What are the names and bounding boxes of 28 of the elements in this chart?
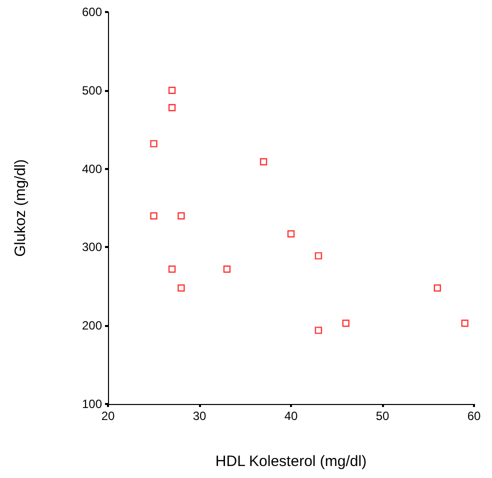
point [461, 320, 468, 327]
y-tick-label: 100 [82, 397, 102, 411]
point [178, 284, 185, 292]
x-tick-label: 20 [101, 409, 115, 423]
y-tick-label: 200 [82, 318, 102, 333]
x-tick-label: 40 [284, 409, 298, 423]
point [314, 252, 322, 260]
point [314, 326, 322, 334]
point [150, 212, 158, 220]
y-axis-title: Glukoz (mg/dl) [12, 159, 29, 257]
point [168, 266, 176, 273]
point [150, 140, 158, 148]
point [168, 86, 176, 94]
y-tick-label: 500 [82, 83, 102, 98]
point [223, 266, 231, 273]
y-tick-label: 300 [82, 240, 102, 254]
point [342, 320, 350, 327]
point [168, 104, 176, 112]
y-tick-label: 400 [82, 162, 102, 176]
point [434, 284, 441, 292]
point [178, 212, 185, 220]
x-tick-label: 50 [376, 409, 390, 423]
y-tick-label: 600 [82, 5, 102, 19]
x-tick-label: 60 [467, 409, 481, 423]
x-tick-label: 30 [192, 409, 206, 423]
point [287, 230, 295, 238]
x-axis-title: HDL Kolesterol (mg/dl) [215, 453, 367, 470]
point [260, 158, 268, 166]
